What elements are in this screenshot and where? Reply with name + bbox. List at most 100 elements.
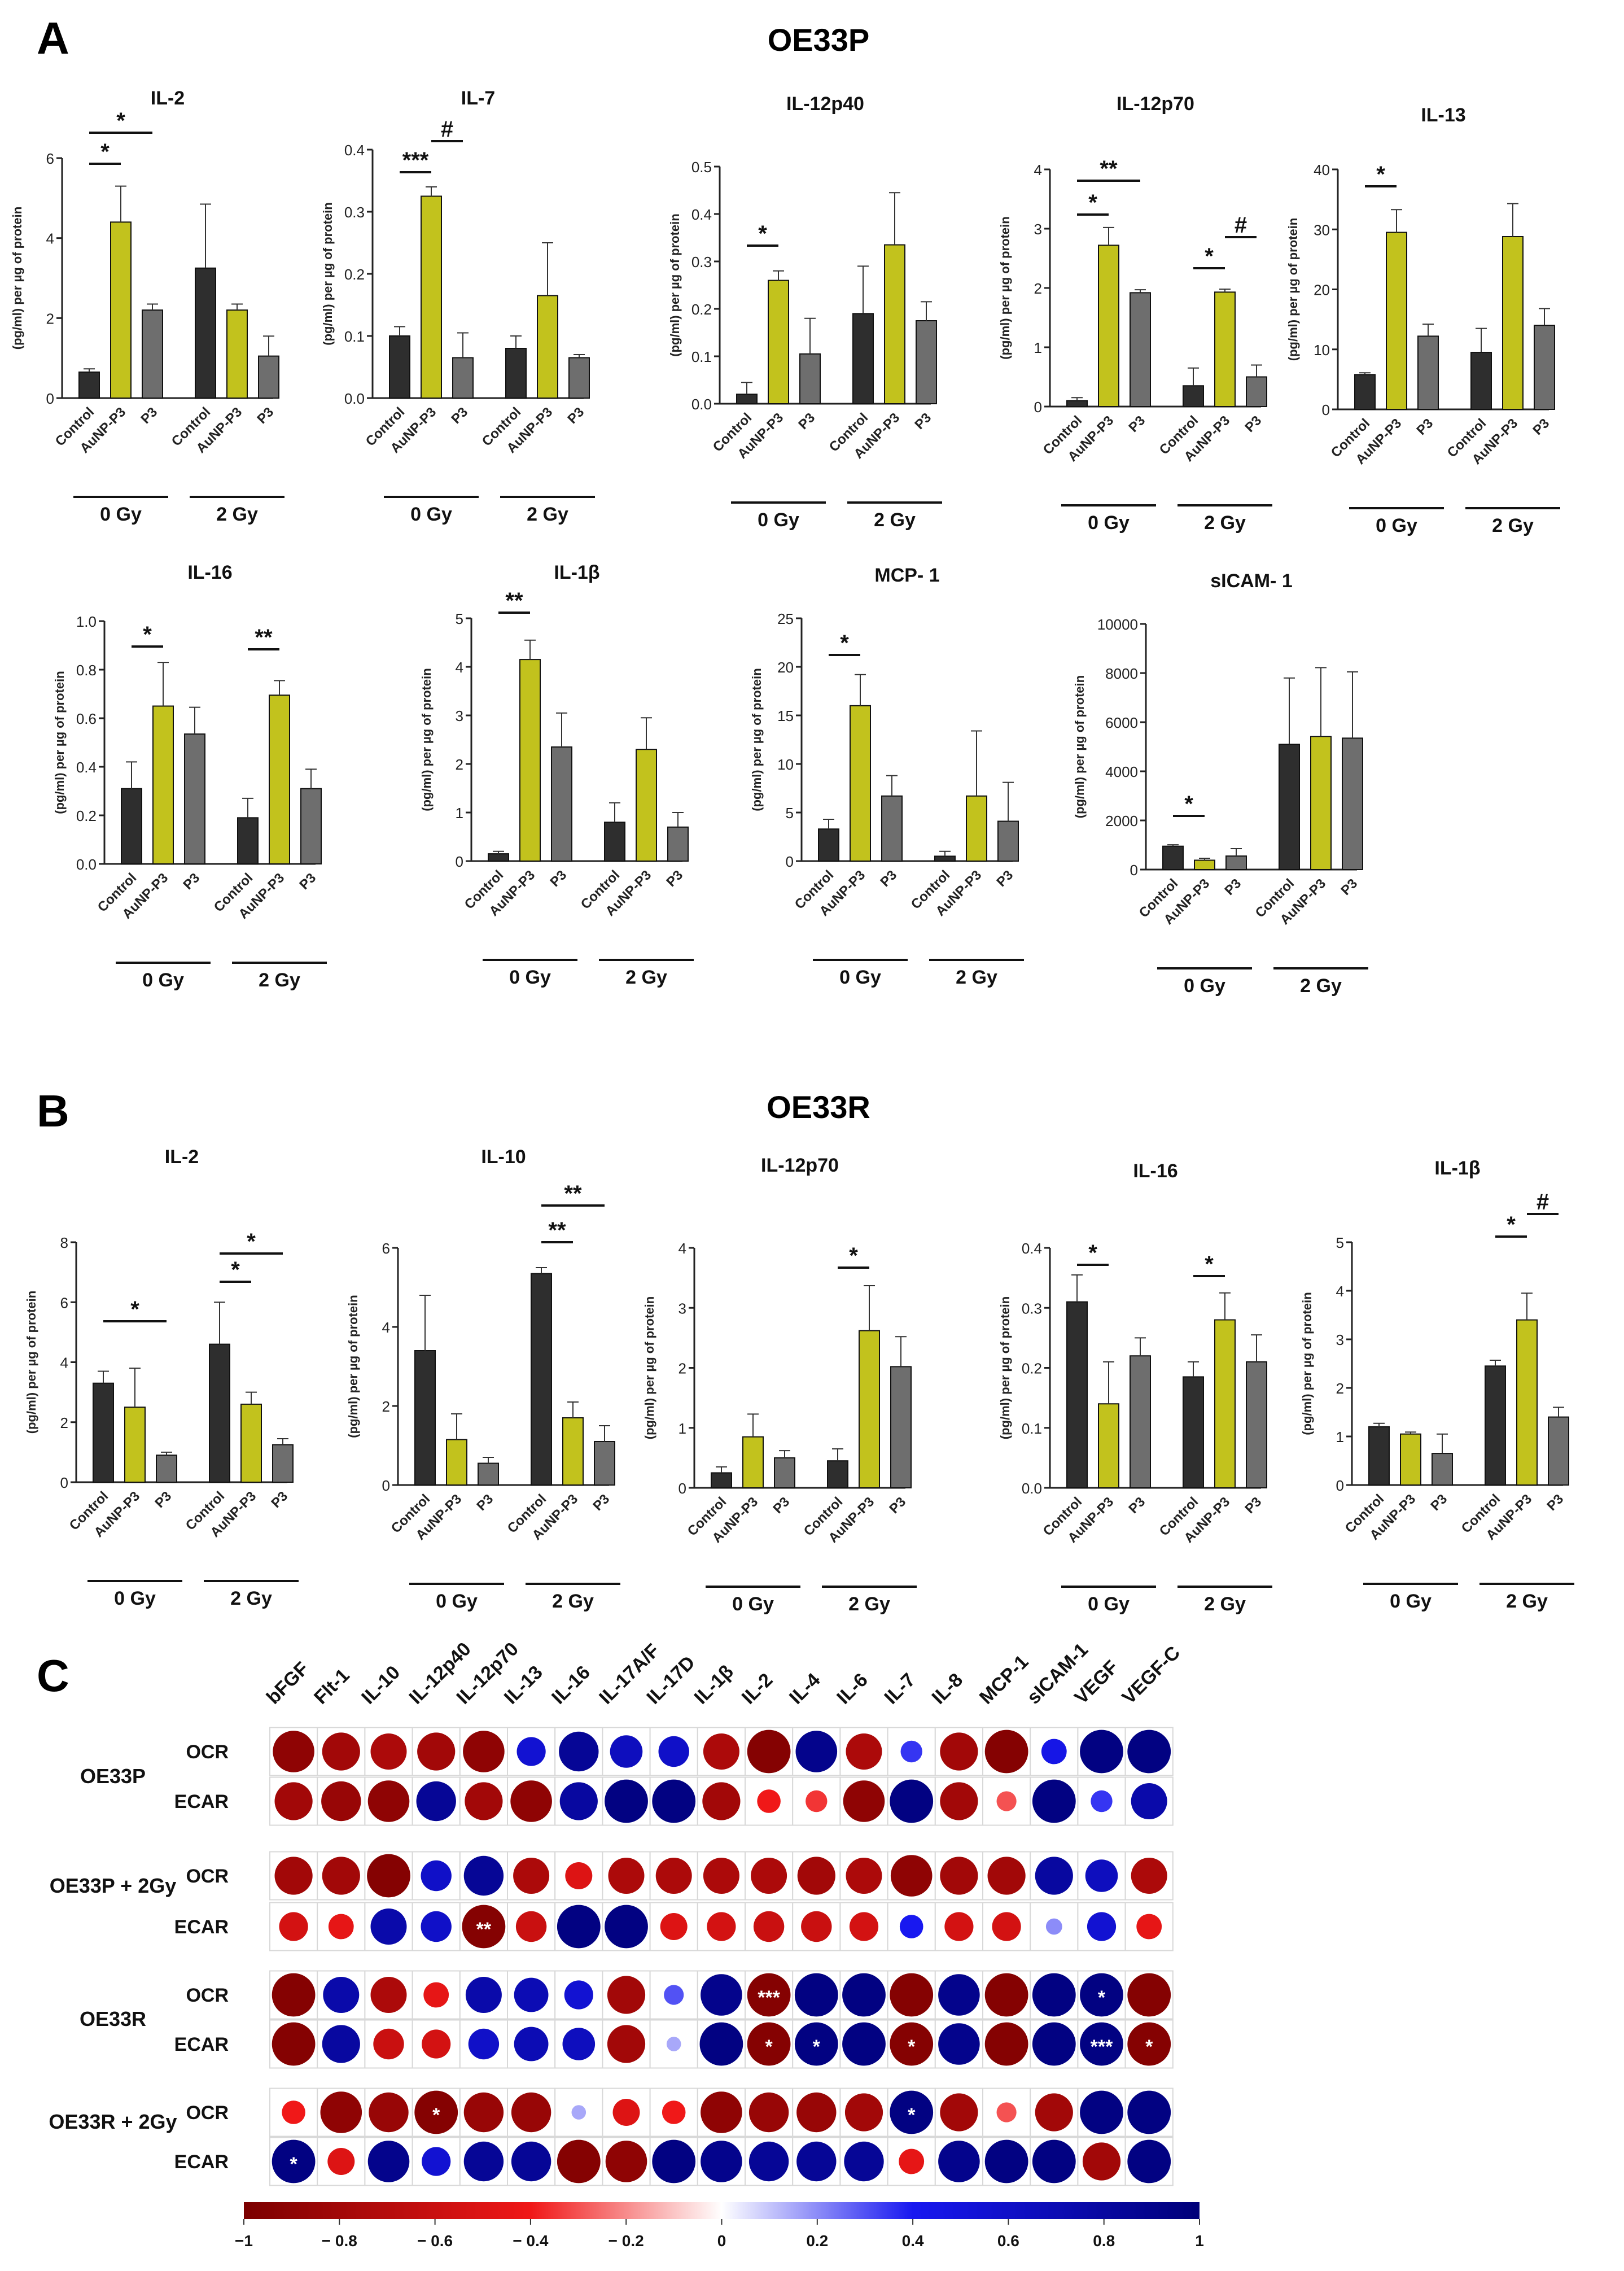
bar (1130, 292, 1151, 408)
bar (1502, 236, 1524, 410)
heatmap-circle (562, 2028, 596, 2060)
bar (568, 357, 590, 399)
heatmap-circle (1041, 1739, 1067, 1765)
heatmap-circle (272, 1973, 316, 2017)
bar (1225, 855, 1247, 870)
heatmap-circle (753, 1911, 785, 1942)
heatmap-circle (899, 1915, 923, 1938)
group-label: 0 Gy (410, 504, 452, 525)
group-label: 2 Gy (625, 967, 667, 988)
bar (934, 855, 956, 862)
heatmap-circle (370, 1908, 407, 1945)
y-tick-label: 10 (777, 756, 794, 773)
colorbar-tick-label: 1 (1195, 2232, 1204, 2250)
x-tick-label: P3 (268, 1488, 291, 1511)
group-label: 0 Gy (1088, 1593, 1130, 1615)
group-label: 2 Gy (552, 1591, 594, 1612)
heatmap-circle (1085, 1859, 1118, 1892)
chart-title: IL-10 (481, 1146, 526, 1168)
group-label: 2 Gy (1506, 1591, 1548, 1612)
heatmap-circle (272, 2139, 316, 2183)
y-tick-label: 0 (679, 1480, 686, 1497)
y-tick-label: 0 (1034, 399, 1042, 416)
y-axis-label: (pg/ml) per µg of protein (24, 1291, 38, 1434)
heatmap-circle (370, 1733, 407, 1770)
heatmap-significance: *** (1091, 2036, 1113, 2058)
heatmap-circle (1127, 2139, 1171, 2183)
heatmap-circle (658, 1736, 689, 1767)
y-tick-label: 1 (679, 1420, 686, 1437)
y-tick-label: 4 (1034, 161, 1042, 178)
heatmap-circle (323, 1977, 360, 2013)
group-label: 0 Gy (839, 967, 881, 988)
colorbar-tick-label: 0.2 (806, 2232, 828, 2250)
chart-title: IL-12p70 (761, 1155, 839, 1176)
y-tick-label: 15 (777, 707, 794, 724)
bar (446, 1439, 467, 1486)
heatmap-column-label: IL-2 (738, 1669, 777, 1709)
bar (1485, 1365, 1506, 1486)
group-label: 0 Gy (1390, 1591, 1432, 1612)
y-axis-label: (pg/ml) per µg of protein (1073, 675, 1087, 818)
heatmap-circle (414, 2090, 458, 2134)
x-tick-label: P3 (474, 1491, 496, 1514)
heatmap-circle (1035, 1857, 1073, 1895)
y-tick-label: 8000 (1105, 665, 1138, 682)
heatmap-circle (662, 2100, 686, 2124)
bar (1417, 335, 1439, 410)
heatmap-circle (747, 1730, 791, 1774)
heatmap-circle (940, 1857, 978, 1895)
heatmap-circle (794, 2022, 838, 2066)
heatmap-circle (801, 1911, 832, 1942)
bar (667, 826, 689, 862)
y-tick-label: 3 (456, 707, 463, 724)
y-tick-label: 0.3 (344, 204, 365, 221)
chart-title: IL-16 (1133, 1160, 1177, 1182)
bar (152, 705, 174, 864)
heatmap-circle (996, 2102, 1017, 2122)
x-tick-label: P3 (1544, 1491, 1566, 1514)
y-tick-label: 0.0 (344, 390, 365, 407)
group-label: 2 Gy (259, 969, 300, 991)
heatmap-circle (890, 2022, 934, 2066)
heatmap-circle (747, 2022, 791, 2066)
heatmap-circle (984, 2139, 1028, 2183)
panel-a-title: OE33P (768, 22, 870, 58)
chart-title: MCP- 1 (874, 565, 939, 586)
x-tick-label: P3 (663, 867, 686, 890)
significance-mark: * (1205, 244, 1214, 269)
heatmap-circle (559, 1731, 599, 1772)
y-tick-label: 2 (382, 1398, 390, 1415)
heatmap-circle (465, 1782, 503, 1820)
bar (124, 1407, 146, 1483)
bar-chart-a-il-7: IL-7 0.0 0.1 0.2 0.3 0.4 (pg/ml) per µg of pro… (321, 88, 595, 525)
bar (562, 1417, 584, 1486)
heatmap-circle (282, 2100, 305, 2124)
heatmap-circle (701, 2091, 742, 2133)
bar-chart-a-il-16: IL-16 0.0 0.2 0.4 0.6 0.8 1.0 (pg/ml) per µg of… (52, 562, 327, 991)
heatmap-circle (795, 1731, 838, 1772)
y-tick-label: 10000 (1097, 616, 1138, 633)
heatmap-circle (274, 1857, 313, 1895)
heatmap-circle (846, 1858, 882, 1894)
bar (1098, 244, 1119, 407)
y-tick-label: 0.0 (1022, 1480, 1042, 1497)
group-label: 2 Gy (1204, 512, 1246, 534)
bar (121, 788, 142, 864)
y-tick-label: 4 (456, 659, 463, 676)
heatmap-circle (322, 1732, 360, 1771)
bar (1246, 1361, 1267, 1488)
heatmap-significance: ** (476, 1919, 492, 1940)
heatmap-circle (1045, 1918, 1062, 1935)
bar (142, 309, 163, 399)
panel-c-letter: C (37, 1650, 69, 1701)
heatmap-group-label: OE33P (80, 1765, 146, 1788)
significance-mark: * (849, 1243, 858, 1268)
significance-mark: * (1376, 162, 1385, 187)
heatmap-circle (748, 2141, 789, 2182)
y-axis-label: (pg/ml) per µg of protein (998, 216, 1012, 359)
y-tick-label: 0.3 (691, 254, 712, 270)
